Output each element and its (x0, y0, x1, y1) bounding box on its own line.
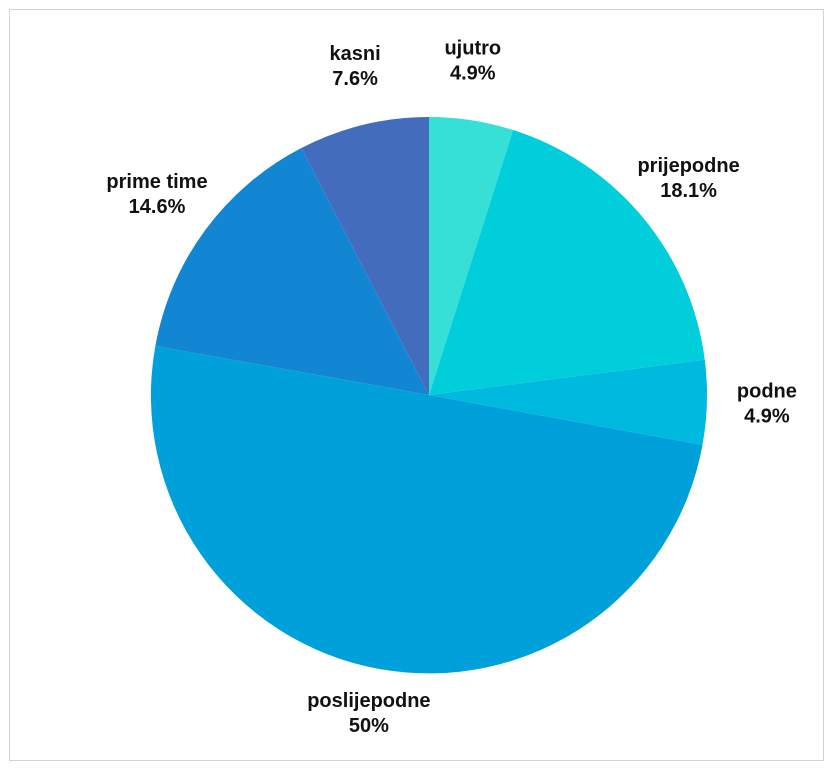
slice-name: poslijepodne (307, 690, 430, 712)
slice-percent: 18.1% (660, 180, 717, 202)
labels-layer: ujutro 4.9% prijepodne 18.1% podne 4.9% poslij… (106, 38, 796, 738)
slice-percent: 4.9% (744, 406, 790, 428)
pie-chart: ujutro 4.9% prijepodne 18.1% podne 4.9% poslij… (106, 38, 796, 738)
slice-label-poslijepodne: poslijepodne 50% (307, 690, 430, 737)
slice-label-ujutro: ujutro 4.9% (444, 38, 501, 85)
slice-name: prime time (106, 171, 207, 193)
pie-slice-prime-time (155, 148, 430, 395)
slice-percent: 4.9% (450, 63, 496, 85)
pie-slice-poslijepodne (150, 345, 703, 674)
slices-layer (150, 117, 708, 674)
slice-label-prime-time: prime time 14.6% (106, 171, 207, 218)
slice-label-podne: podne 4.9% (737, 381, 797, 428)
slice-name: ujutro (444, 38, 501, 60)
pie-slice-prijepodne (429, 130, 705, 396)
slice-label-prijepodne: prijepodne 18.1% (637, 155, 739, 202)
slice-label-kasni: kasni 7.6% (330, 43, 381, 90)
chart-frame: ujutro 4.9% prijepodne 18.1% podne 4.9% poslij… (9, 9, 824, 761)
slice-name: podne (737, 381, 797, 403)
pie-slice-podne (429, 359, 708, 445)
slice-name: prijepodne (637, 155, 739, 177)
slice-percent: 7.6% (332, 68, 378, 90)
pie-slice-kasni (301, 117, 429, 395)
slice-percent: 50% (349, 715, 389, 737)
slice-name: kasni (330, 43, 381, 65)
pie-slice-ujutro (429, 117, 514, 395)
slice-percent: 14.6% (129, 196, 186, 218)
